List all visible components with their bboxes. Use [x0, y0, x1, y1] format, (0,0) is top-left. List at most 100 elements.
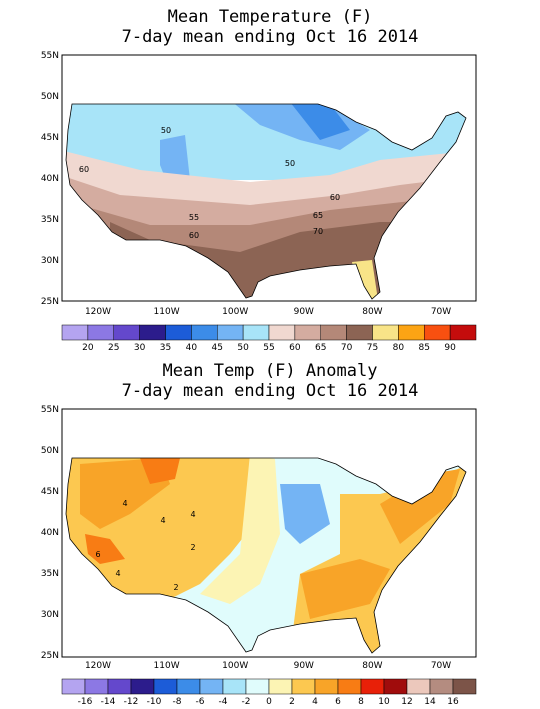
colorbar-swatch — [398, 324, 425, 341]
colorbar-swatch — [452, 678, 477, 695]
colorbar-label: -10 — [147, 697, 162, 707]
colorbar-label: 0 — [266, 697, 272, 707]
lon-label: 120W — [85, 307, 111, 317]
colorbar-label: 85 — [419, 343, 430, 353]
colorbar-label: -2 — [242, 697, 251, 707]
panel-title: 7-day mean ending Oct 16 2014 — [122, 27, 419, 47]
lon-label: 110W — [154, 661, 180, 671]
colorbar-swatch — [113, 324, 140, 341]
colorbar-swatch — [139, 324, 166, 341]
colorbar-swatch — [406, 678, 431, 695]
colorbar-label: 80 — [393, 343, 405, 353]
contour-label: 4 — [160, 516, 165, 525]
colorbar-swatch — [61, 678, 86, 695]
temperature-map — [61, 54, 477, 302]
colorbar-swatch — [314, 678, 339, 695]
colorbar-swatch — [268, 324, 296, 341]
contour-label: 55 — [189, 213, 199, 222]
lon-label: 90W — [294, 307, 314, 317]
colorbar-swatch — [242, 324, 270, 341]
colorbar-label: 12 — [401, 697, 412, 707]
colorbar-swatch — [360, 678, 385, 695]
lat-label: 50N — [41, 92, 59, 102]
contour-label: 4 — [122, 499, 127, 508]
colorbar-label: 65 — [315, 343, 326, 353]
contour-label: 60 — [330, 193, 340, 202]
colorbar-label: -16 — [78, 697, 93, 707]
lon-label: 80W — [362, 661, 382, 671]
colorbar-label: 16 — [447, 697, 459, 707]
contour-label: 50 — [285, 159, 295, 168]
colorbar-swatch — [217, 324, 244, 341]
colorbar-swatch — [87, 324, 114, 341]
colorbar-label: 4 — [312, 697, 318, 707]
colorbar-swatch — [165, 324, 192, 341]
colorbar-swatch — [294, 324, 321, 341]
lon-label: 110W — [154, 307, 180, 317]
colorbar-swatch — [199, 678, 224, 695]
colorbar-swatch — [245, 678, 270, 695]
lon-label: 80W — [362, 307, 382, 317]
contour-label: 6 — [95, 550, 100, 559]
lon-label: 120W — [85, 661, 111, 671]
contour-label: 4 — [190, 510, 195, 519]
colorbar-swatch — [337, 678, 362, 695]
colorbar-label: 6 — [335, 697, 341, 707]
colorbar-label: 20 — [82, 343, 94, 353]
colorbar-label: 45 — [212, 343, 223, 353]
lat-label: 25N — [41, 651, 59, 661]
lat-label: 45N — [41, 133, 59, 143]
colorbar-label: 2 — [289, 697, 295, 707]
colorbar-swatch — [429, 678, 454, 695]
colorbar-swatch — [372, 324, 399, 341]
colorbar-swatch — [222, 678, 247, 695]
lat-label: 40N — [41, 174, 59, 184]
lat-label: 35N — [41, 215, 59, 225]
lat-label: 25N — [41, 297, 59, 307]
colorbar-label: -12 — [124, 697, 139, 707]
colorbar-swatch — [449, 324, 477, 341]
lat-label: 30N — [41, 256, 59, 266]
lat-label: 40N — [41, 528, 59, 538]
lat-label: 50N — [41, 446, 59, 456]
lon-label: 70W — [431, 661, 451, 671]
colorbar-label: 25 — [108, 343, 119, 353]
colorbar-label: -4 — [219, 697, 228, 707]
colorbar-swatch — [346, 324, 373, 341]
contour-label: 2 — [173, 583, 178, 592]
colorbar-swatch — [268, 678, 293, 695]
contour-label: 2 — [190, 543, 195, 552]
colorbar-label: 75 — [367, 343, 378, 353]
colorbar-label: -8 — [173, 697, 182, 707]
panel-title: Mean Temp (F) Anomaly — [163, 361, 378, 381]
lat-label: 55N — [41, 51, 59, 61]
colorbar-swatch — [130, 678, 155, 695]
colorbar-label: -6 — [196, 697, 205, 707]
lat-label: 35N — [41, 569, 59, 579]
contour-label: 4 — [115, 569, 120, 578]
colorbar-label: 40 — [186, 343, 198, 353]
colorbar-swatch — [61, 324, 89, 341]
colorbar-label: 30 — [134, 343, 146, 353]
colorbar-label: 90 — [444, 343, 456, 353]
colorbar-label: -14 — [101, 697, 116, 707]
colorbar-swatch — [424, 324, 451, 341]
colorbar-label: 60 — [289, 343, 301, 353]
lon-label: 100W — [222, 307, 248, 317]
anomaly-map — [61, 408, 477, 658]
panel: Mean Temperature (F)7-day mean ending Oc… — [41, 7, 477, 353]
colorbar-swatch — [383, 678, 408, 695]
lat-label: 30N — [41, 610, 59, 620]
lat-label: 45N — [41, 487, 59, 497]
colorbar-swatch — [191, 324, 218, 341]
colorbar-swatch — [84, 678, 109, 695]
colorbar-swatch — [153, 678, 178, 695]
colorbar-swatch — [107, 678, 132, 695]
colorbar-swatch — [320, 324, 347, 341]
contour-label: 65 — [313, 211, 323, 220]
colorbar-swatch — [291, 678, 316, 695]
lon-label: 100W — [222, 661, 248, 671]
lon-label: 90W — [294, 661, 314, 671]
contour-label: 70 — [313, 227, 323, 236]
